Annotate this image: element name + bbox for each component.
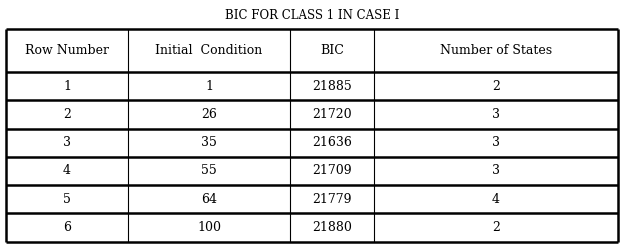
Text: BIC: BIC <box>320 44 344 57</box>
Text: Row Number: Row Number <box>25 44 109 57</box>
Text: 3: 3 <box>63 136 71 149</box>
Text: 5: 5 <box>63 193 71 206</box>
Text: 3: 3 <box>492 108 500 121</box>
Text: 21885: 21885 <box>313 80 352 93</box>
Text: Number of States: Number of States <box>440 44 552 57</box>
Text: 21779: 21779 <box>313 193 352 206</box>
Text: 100: 100 <box>197 221 221 234</box>
Text: 64: 64 <box>201 193 217 206</box>
Text: 3: 3 <box>492 164 500 177</box>
Text: BIC FOR CLASS 1 IN CASE I: BIC FOR CLASS 1 IN CASE I <box>225 9 399 21</box>
Text: 1: 1 <box>205 80 213 93</box>
Text: Initial  Condition: Initial Condition <box>155 44 263 57</box>
Text: 4: 4 <box>63 164 71 177</box>
Text: 1: 1 <box>63 80 71 93</box>
Text: 21709: 21709 <box>313 164 352 177</box>
Text: 35: 35 <box>201 136 217 149</box>
Text: 26: 26 <box>201 108 217 121</box>
Text: 21636: 21636 <box>313 136 352 149</box>
Text: 6: 6 <box>63 221 71 234</box>
Text: 2: 2 <box>63 108 71 121</box>
Text: 21720: 21720 <box>313 108 352 121</box>
Text: 3: 3 <box>492 136 500 149</box>
Text: 4: 4 <box>492 193 500 206</box>
Text: 2: 2 <box>492 221 500 234</box>
Text: 21880: 21880 <box>313 221 352 234</box>
Text: 55: 55 <box>201 164 217 177</box>
Text: 2: 2 <box>492 80 500 93</box>
